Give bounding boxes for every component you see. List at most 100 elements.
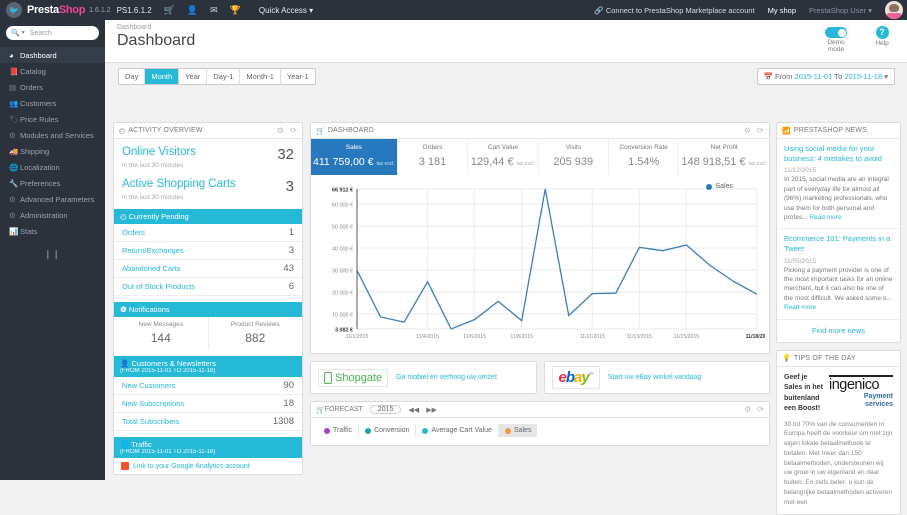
brand-name[interactable]: PrestaShop — [27, 4, 85, 16]
rss-icon: 📶 — [782, 127, 791, 135]
row-label[interactable]: Out of Stock Products — [122, 282, 195, 291]
sidebar-item-dashboard[interactable]: ◕Dashboard — [0, 47, 105, 63]
refresh-icon[interactable]: ⟳ — [290, 126, 297, 135]
row-label[interactable]: Return/Exchanges — [122, 246, 184, 255]
range-button-day[interactable]: Day — [119, 69, 145, 84]
kpi-title: Net Profit — [681, 144, 767, 151]
brand-shop: Shop — [59, 4, 85, 16]
read-more-link[interactable]: Read more — [809, 214, 841, 221]
news-title[interactable]: Using social media for your business: 4 … — [784, 144, 893, 164]
ebay-banner[interactable]: ebay™ Start uw eBay winkel vandaag — [544, 361, 771, 394]
range-button-year-1[interactable]: Year-1 — [281, 69, 315, 84]
gear-icon[interactable]: ⚙ — [277, 126, 284, 135]
sidebar-item-advanced-parameters[interactable]: ⚙Advanced Parameters — [0, 191, 105, 207]
svg-text:11/8/2015: 11/8/2015 — [510, 334, 533, 340]
forecast-legend-conversion[interactable]: Conversion — [359, 424, 416, 437]
to-label: To — [834, 72, 842, 81]
legend-label: Average Cart Value — [431, 427, 491, 434]
sidebar-item-orders[interactable]: ▤Orders — [0, 79, 105, 95]
date-range-picker[interactable]: 📅 From 2015-11-01 To 2015-11-18 ▾ — [757, 68, 895, 85]
forecast-next-button[interactable]: ▶▶ — [426, 406, 437, 414]
shopgate-banner[interactable]: Shopgate Ga mobiel en verhoog uw omzet — [310, 361, 537, 394]
help-button[interactable]: ? Help — [865, 25, 899, 53]
gear-icon[interactable]: ⚙ — [744, 126, 751, 135]
range-button-year[interactable]: Year — [179, 69, 207, 84]
forecast-prev-button[interactable]: ◀◀ — [408, 406, 419, 414]
row-label[interactable]: New Subscriptions — [122, 399, 184, 408]
sidebar-collapse-toggle[interactable]: ❙❙ — [0, 249, 105, 260]
search-input[interactable]: 🔍 ▼ Search — [6, 26, 99, 40]
google-analytics-link[interactable]: Link to your Google Analytics account — [114, 458, 302, 474]
prestashop-logo-icon[interactable]: 🐦 — [6, 2, 22, 18]
online-visitors-label[interactable]: Online Visitors — [122, 146, 196, 158]
cart-icon[interactable]: 🛒 — [164, 5, 175, 16]
sidebar-item-preferences[interactable]: 🔧Preferences — [0, 175, 105, 191]
sidebar-item-shipping[interactable]: 🚚Shipping — [0, 143, 105, 159]
sales-chart[interactable]: Sales 66 912 €60 000 €50 000 €40 000 €30… — [311, 175, 769, 353]
row-label[interactable]: Abandoned Carts — [122, 264, 180, 273]
avatar[interactable] — [885, 1, 903, 19]
my-shop-link[interactable]: My shop — [768, 6, 796, 15]
range-button-day-1[interactable]: Day-1 — [207, 69, 240, 84]
range-button-month-1[interactable]: Month-1 — [240, 69, 281, 84]
range-button-month[interactable]: Month — [145, 69, 179, 84]
forecast-year-selector[interactable]: 2015 — [370, 405, 402, 414]
kpi-title: Sales — [313, 144, 395, 151]
sidebar-item-modules-and-services[interactable]: ⚙Modules and Services — [0, 127, 105, 143]
forecast-legend-traffic[interactable]: Traffic — [318, 424, 359, 437]
refresh-icon[interactable]: ⟳ — [757, 126, 764, 135]
news-title[interactable]: Ecommerce 101: Payments in a Tweet — [784, 234, 893, 254]
ingenico-logo[interactable]: ingenico Payment services — [829, 373, 893, 410]
sidebar-item-stats[interactable]: 📊Stats — [0, 223, 105, 239]
row-label[interactable]: Orders — [122, 228, 145, 237]
sidebar-item-price-rules[interactable]: 🏷Price Rules — [0, 111, 105, 127]
quick-access-menu[interactable]: Quick Access ▾ — [259, 6, 313, 15]
gear-icon[interactable]: ⚙ — [744, 405, 751, 414]
find-more-news-link[interactable]: Find more news — [777, 320, 900, 342]
demo-mode-toggle[interactable]: Demo mode — [819, 25, 853, 53]
row-label[interactable]: New Customers — [122, 381, 175, 390]
refresh-icon[interactable]: ⟳ — [757, 405, 764, 414]
cogs-icon: ⚙ — [9, 195, 20, 204]
sidebar-item-localization[interactable]: 🌐Localization — [0, 159, 105, 175]
marketplace-connect-label: Connect to PrestaShop Marketplace accoun… — [606, 6, 755, 15]
forecast-legend-average-cart-value[interactable]: Average Cart Value — [416, 424, 498, 437]
trophy-icon[interactable]: 🏆 — [230, 5, 241, 16]
read-more-link[interactable]: Read more — [784, 304, 816, 311]
shopgate-logo-icon: Shopgate — [318, 369, 388, 387]
user-icon[interactable]: 👤 — [187, 5, 198, 16]
chevron-down-icon[interactable]: ▼ — [21, 30, 26, 36]
active-carts-label[interactable]: Active Shopping Carts — [122, 178, 236, 190]
notification-value: 144 — [114, 331, 208, 345]
cart-icon: 🛒 — [316, 406, 325, 414]
news-item[interactable]: Using social media for your business: 4 … — [777, 139, 900, 229]
forecast-legend-sales[interactable]: Sales — [499, 424, 538, 437]
kpi-tax-note: tax excl. — [376, 161, 394, 167]
row-label[interactable]: Total Subscribers — [122, 417, 180, 426]
page-title: Dashboard — [105, 32, 907, 50]
sidebar-item-catalog[interactable]: 📕Catalog — [0, 63, 105, 79]
sidebar-item-customers[interactable]: 👥Customers — [0, 95, 105, 111]
sidebar-item-administration[interactable]: ⚙Administration — [0, 207, 105, 223]
user-menu[interactable]: PrestaShop User ▾ — [809, 6, 872, 15]
envelope-icon[interactable]: ✉ — [210, 5, 218, 16]
marketplace-connect-link[interactable]: 🔗 Connect to PrestaShop Marketplace acco… — [594, 6, 754, 15]
chart-legend[interactable]: Sales — [706, 183, 733, 190]
legend-swatch — [422, 428, 428, 434]
